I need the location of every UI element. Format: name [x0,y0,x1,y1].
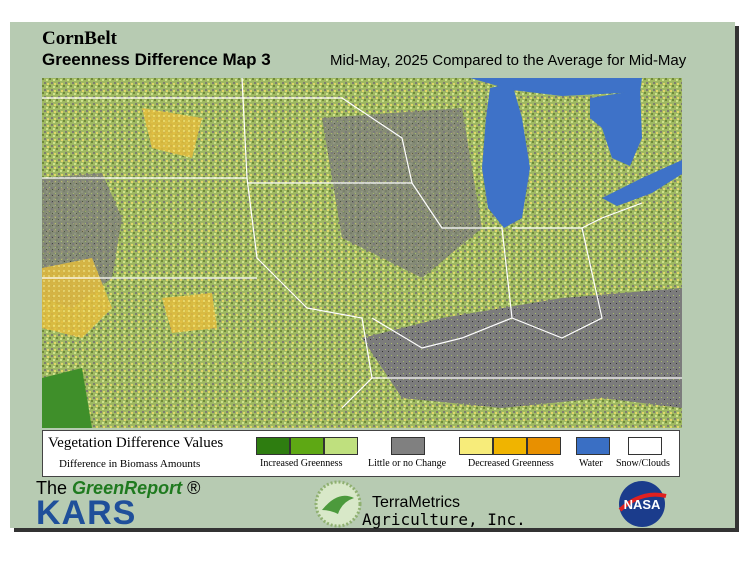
logo-prefix: The [36,478,68,498]
terrametrics-tagline: Agriculture, Inc. [362,510,526,529]
legend-label: Decreased Greenness [468,458,554,469]
nasa-logo: NASA [618,481,667,527]
logo-name: GreenReport [72,478,183,498]
legend-title: Vegetation Difference Values [48,435,224,451]
lake-superior [470,78,642,96]
swatch [527,437,561,455]
greenreport-logo: The GreenReport ® [36,478,200,499]
legend-label: Snow/Clouds [616,458,670,469]
lake-huron [590,90,642,166]
logo-mark: ® [187,478,201,498]
swatch [628,437,662,455]
description: Mid-May, 2025 Compared to the Average fo… [330,52,687,69]
swatch [493,437,527,455]
swatch [256,437,290,455]
swatch [391,437,425,455]
gray-region [42,108,482,308]
decreased-region [42,108,217,338]
legend-label: Increased Greenness [260,458,343,469]
swatch [290,437,324,455]
state-lines [42,78,682,409]
lake-erie [602,160,682,206]
terrametrics-name: TerraMetrics [372,494,461,511]
legend-subtitle: Difference in Biomass Amounts [59,458,201,470]
map [42,78,682,428]
lake-michigan [482,83,530,228]
title: CornBelt [42,28,117,49]
kars-logo: KARS [36,494,137,532]
swatch [576,437,610,455]
swatch [324,437,358,455]
subtitle: Greenness Difference Map 3 [42,50,271,69]
increased-region [42,368,92,428]
swatch [459,437,493,455]
nasa-text: NASA [624,497,661,512]
terrametrics-icon [314,480,362,528]
legend-label: Little or no Change [368,458,447,469]
legend: Vegetation Difference Values Difference … [42,430,680,477]
legend-label: Water [579,458,603,469]
